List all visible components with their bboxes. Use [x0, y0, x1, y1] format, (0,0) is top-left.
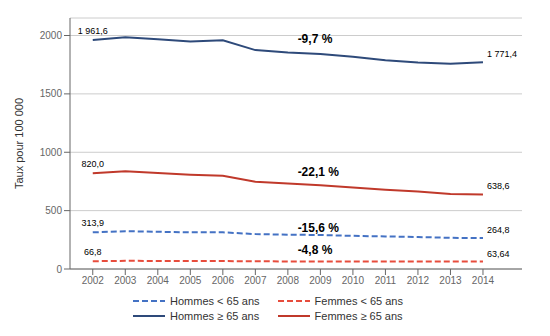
svg-text:66,8: 66,8: [84, 247, 102, 257]
svg-text:-9,7 %: -9,7 %: [298, 32, 333, 46]
svg-text:500: 500: [45, 205, 62, 216]
svg-text:2006: 2006: [212, 275, 235, 286]
svg-text:638,6: 638,6: [487, 181, 510, 191]
svg-text:2004: 2004: [147, 275, 170, 286]
html-text:Hommes ≥ 65 ans: Hommes ≥ 65 ans: [170, 310, 260, 322]
svg-text:1500: 1500: [40, 88, 63, 99]
svg-text:1 961,6: 1 961,6: [78, 26, 108, 36]
svg-text:1 771,4: 1 771,4: [487, 49, 517, 59]
svg-text:2000: 2000: [40, 30, 63, 41]
svg-text:-22,1 %: -22,1 %: [298, 165, 340, 179]
html-text:Femmes < 65 ans: Femmes < 65 ans: [314, 295, 403, 307]
svg-text:820,0: 820,0: [81, 159, 104, 169]
svg-text:313,9: 313,9: [81, 218, 104, 228]
html-text:Femmes ≥ 65 ans: Femmes ≥ 65 ans: [314, 310, 403, 322]
svg-text:264,8: 264,8: [487, 225, 510, 235]
svg-text:2009: 2009: [309, 275, 332, 286]
svg-text:2012: 2012: [407, 275, 430, 286]
svg-text:-15,6 %: -15,6 %: [298, 221, 340, 235]
svg-text:2003: 2003: [114, 275, 137, 286]
svg-text:0: 0: [56, 264, 62, 275]
svg-text:2007: 2007: [244, 275, 267, 286]
svg-text:Taux pour 100 000: Taux pour 100 000: [13, 98, 25, 189]
svg-text:2013: 2013: [439, 275, 462, 286]
svg-text:2008: 2008: [277, 275, 300, 286]
svg-text:-4,8 %: -4,8 %: [298, 243, 333, 257]
svg-text:2002: 2002: [82, 275, 105, 286]
svg-text:63,64: 63,64: [487, 249, 510, 259]
svg-text:1000: 1000: [40, 147, 63, 158]
svg-text:2010: 2010: [342, 275, 365, 286]
svg-text:2011: 2011: [375, 275, 397, 286]
svg-text:2005: 2005: [179, 275, 202, 286]
svg-text:2014: 2014: [472, 275, 495, 286]
html-text:Hommes < 65 ans: Hommes < 65 ans: [170, 295, 260, 307]
